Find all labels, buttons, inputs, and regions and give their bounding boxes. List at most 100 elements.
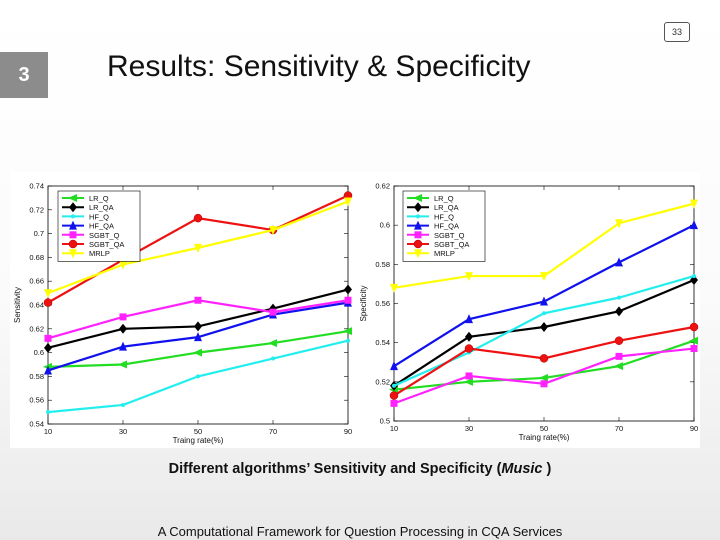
data-point — [690, 345, 698, 353]
y-tick-label: 0.62 — [29, 324, 44, 333]
legend-entry: SGBT_QA — [434, 240, 469, 249]
data-point — [194, 243, 202, 253]
series-sgbt-q — [390, 345, 698, 407]
legend-entry: MRLP — [89, 249, 110, 258]
data-point — [346, 338, 350, 343]
data-point — [465, 272, 473, 282]
data-point — [194, 296, 202, 304]
legend-entry: HF_QA — [434, 222, 459, 231]
series-mrlp — [44, 197, 352, 299]
data-point — [692, 274, 696, 279]
data-point — [390, 399, 398, 407]
legend-swatch-marker — [69, 202, 77, 213]
y-tick-label: 0.54 — [375, 338, 390, 347]
legend-swatch-marker — [71, 214, 75, 219]
data-point — [617, 295, 621, 300]
data-point — [542, 311, 546, 316]
y-tick-label: 0.72 — [29, 205, 44, 214]
data-point — [690, 220, 698, 230]
data-point — [614, 336, 624, 345]
series-hf-qa — [390, 220, 698, 371]
legend-entry: LR_QA — [434, 203, 459, 212]
data-point — [119, 260, 127, 270]
data-point — [689, 336, 698, 345]
data-point — [390, 361, 398, 371]
legend-entry: LR_QA — [89, 203, 114, 212]
data-point — [44, 289, 52, 299]
series-hf-q — [46, 338, 350, 415]
legend-entry: SGBT_QA — [89, 240, 124, 249]
series-lr-qa — [44, 284, 352, 353]
data-point — [44, 342, 52, 353]
data-point — [193, 213, 203, 223]
data-point — [118, 360, 127, 369]
legend-entry: HF_Q — [89, 212, 109, 221]
legend-swatch-marker — [413, 194, 422, 202]
x-tick-label: 90 — [690, 424, 698, 433]
data-point — [540, 322, 548, 332]
data-point — [119, 323, 127, 334]
legend-entry: MRLP — [434, 249, 455, 258]
data-point — [690, 199, 698, 209]
data-point — [615, 306, 623, 317]
x-tick-label: 30 — [465, 424, 473, 433]
data-point — [268, 339, 277, 348]
y-tick-label: 0.68 — [29, 253, 44, 262]
legend-swatch-marker — [69, 220, 77, 230]
y-tick-label: 0.74 — [29, 182, 44, 191]
y-tick-label: 0.62 — [375, 182, 390, 191]
y-tick-label: 0.56 — [375, 299, 390, 308]
data-point — [689, 322, 699, 332]
slide-title: Results: Sensitivity & Specificity — [107, 50, 531, 83]
data-point — [196, 374, 200, 379]
data-point — [389, 391, 399, 400]
legend-entry: LR_Q — [89, 194, 109, 203]
y-tick-label: 0.56 — [29, 396, 44, 405]
data-point — [539, 373, 548, 382]
data-point — [344, 284, 352, 295]
data-point — [539, 354, 549, 363]
data-point — [193, 348, 202, 357]
legend-swatch-marker — [414, 202, 422, 213]
data-point — [464, 377, 473, 386]
data-point — [465, 372, 473, 380]
x-tick-label: 70 — [269, 427, 277, 436]
data-point — [615, 219, 623, 229]
chart-1: 0.54 0.56 0.58 0.6 0.62 0.64 0.66 0.68 0.7 0.72 0.… — [13, 182, 353, 445]
legend-entry: HF_Q — [434, 212, 454, 221]
y-tick-label: 0.64 — [29, 301, 44, 310]
slide-number: 3 — [0, 52, 48, 98]
y-tick-label: 0.54 — [29, 420, 44, 429]
data-point — [540, 272, 548, 282]
x-axis-label: Traing rate(%) — [519, 433, 570, 442]
legend-entry: HF_QA — [89, 222, 114, 231]
y-tick-label: 0.58 — [29, 372, 44, 381]
x-tick-label: 70 — [615, 424, 623, 433]
data-point — [344, 197, 352, 207]
x-tick-label: 50 — [194, 427, 202, 436]
y-tick-label: 0.5 — [380, 417, 390, 426]
data-point — [194, 321, 202, 332]
chart-2: 0.5 0.52 0.54 0.56 0.58 0.6 0.62 10 30 50 70 90 Trai… — [359, 182, 699, 442]
legend-swatch-marker — [413, 239, 423, 249]
legend-entry: SGBT_Q — [434, 231, 465, 240]
x-tick-label: 10 — [44, 427, 52, 436]
data-point — [614, 362, 623, 371]
x-tick-label: 50 — [540, 424, 548, 433]
data-point — [119, 313, 127, 321]
page-number-badge: 33 — [664, 22, 690, 42]
data-point — [343, 327, 352, 336]
legend-entry: SGBT_Q — [89, 231, 120, 240]
legend-swatch-marker — [68, 239, 78, 249]
y-tick-label: 0.66 — [29, 277, 44, 286]
series-sgbt-q — [44, 296, 352, 342]
series-sgbt-qa — [389, 322, 699, 400]
data-point — [540, 380, 548, 388]
data-point — [119, 341, 127, 351]
data-point — [344, 296, 352, 304]
legend-swatch-marker — [416, 214, 420, 219]
data-point — [390, 283, 398, 293]
